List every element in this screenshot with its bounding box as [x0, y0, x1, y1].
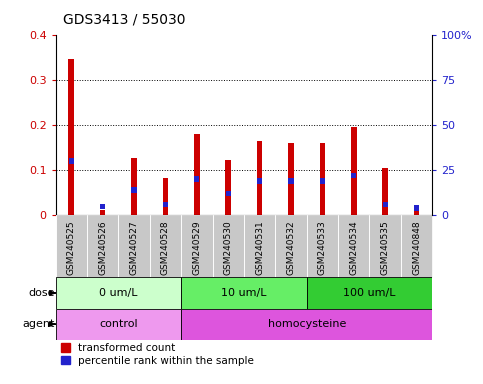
Text: GSM240533: GSM240533: [318, 220, 327, 275]
Bar: [163, 178, 168, 215]
Bar: [288, 143, 294, 215]
Text: 100 um/L: 100 um/L: [343, 288, 396, 298]
Bar: [288, 178, 294, 184]
FancyBboxPatch shape: [56, 278, 181, 308]
Bar: [226, 191, 231, 196]
Bar: [257, 178, 262, 184]
FancyBboxPatch shape: [275, 215, 307, 278]
Bar: [194, 177, 199, 182]
FancyBboxPatch shape: [338, 215, 369, 278]
Bar: [69, 158, 74, 164]
Text: GSM240527: GSM240527: [129, 220, 139, 275]
Bar: [414, 210, 419, 215]
Text: dose: dose: [28, 288, 55, 298]
FancyBboxPatch shape: [181, 308, 432, 339]
Text: GSM240848: GSM240848: [412, 220, 421, 275]
Bar: [100, 210, 105, 215]
FancyBboxPatch shape: [87, 215, 118, 278]
FancyBboxPatch shape: [401, 215, 432, 278]
Text: GSM240528: GSM240528: [161, 220, 170, 275]
FancyBboxPatch shape: [150, 215, 181, 278]
FancyBboxPatch shape: [56, 308, 181, 339]
FancyBboxPatch shape: [307, 278, 432, 308]
Bar: [131, 187, 137, 193]
Bar: [226, 160, 231, 215]
Bar: [383, 202, 388, 207]
Bar: [163, 202, 168, 207]
Text: GSM240526: GSM240526: [98, 220, 107, 275]
Bar: [383, 168, 388, 215]
Text: agent: agent: [23, 319, 55, 329]
FancyBboxPatch shape: [369, 215, 401, 278]
Text: GSM240531: GSM240531: [255, 220, 264, 275]
FancyBboxPatch shape: [118, 215, 150, 278]
FancyBboxPatch shape: [244, 215, 275, 278]
Text: GSM240532: GSM240532: [286, 220, 296, 275]
Text: GDS3413 / 55030: GDS3413 / 55030: [63, 13, 185, 27]
Bar: [131, 158, 137, 215]
FancyBboxPatch shape: [181, 278, 307, 308]
Legend: transformed count, percentile rank within the sample: transformed count, percentile rank withi…: [61, 343, 255, 366]
FancyBboxPatch shape: [56, 215, 87, 278]
Text: homocysteine: homocysteine: [268, 319, 346, 329]
FancyBboxPatch shape: [307, 215, 338, 278]
Bar: [100, 204, 105, 209]
Bar: [320, 178, 325, 184]
FancyBboxPatch shape: [181, 215, 213, 278]
Bar: [257, 141, 262, 215]
Bar: [320, 142, 325, 215]
Bar: [194, 134, 199, 215]
Bar: [351, 127, 356, 215]
FancyBboxPatch shape: [213, 215, 244, 278]
Text: 10 um/L: 10 um/L: [221, 288, 267, 298]
Text: GSM240529: GSM240529: [192, 220, 201, 275]
Text: GSM240530: GSM240530: [224, 220, 233, 275]
Text: control: control: [99, 319, 138, 329]
Bar: [351, 173, 356, 178]
Text: GSM240525: GSM240525: [67, 220, 76, 275]
Bar: [69, 60, 74, 215]
Text: GSM240534: GSM240534: [349, 220, 358, 275]
Text: 0 um/L: 0 um/L: [99, 288, 138, 298]
Bar: [414, 205, 419, 211]
Text: GSM240535: GSM240535: [381, 220, 390, 275]
